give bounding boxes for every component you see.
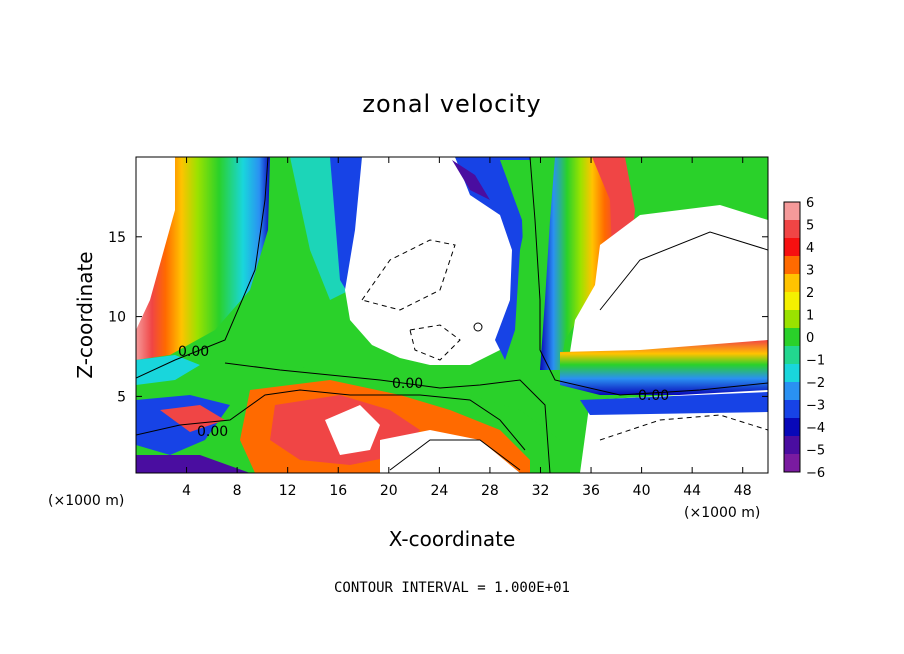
x-tick-label: 12	[279, 483, 297, 499]
contour-label: 0.00	[197, 424, 228, 440]
colorbar-tick-label: 1	[806, 309, 814, 324]
x-tick-label: 16	[329, 483, 347, 499]
colorbar-frame	[783, 201, 801, 473]
contour-label: 0.00	[392, 376, 423, 392]
colorbar-swatch	[784, 220, 800, 239]
colorbar-swatch	[784, 436, 800, 455]
colorbar-tick-label: −2	[806, 376, 825, 391]
y-tick-label: 5	[117, 389, 126, 405]
x-tick-label: 40	[633, 483, 651, 499]
x-tick-label: 36	[582, 483, 600, 499]
x-axis-label: X-coordinate	[389, 527, 516, 551]
colorbar-swatch	[784, 346, 800, 365]
colorbar-tick-label: −3	[806, 399, 825, 414]
x-tick-label: 8	[233, 483, 242, 499]
colorbar-swatch	[784, 454, 800, 473]
velocity-field	[136, 157, 768, 473]
contour-label: 0.00	[178, 344, 209, 360]
x-axis-ticks: 4 8 12 16 20 24 28 32 36 40 44 48	[182, 157, 752, 499]
colorbar-swatch	[784, 292, 800, 311]
colorbar-tick-label: 5	[806, 219, 814, 234]
colorbar-tick-label: −1	[806, 354, 825, 369]
x-tick-label: 24	[430, 483, 448, 499]
y-tick-label: 15	[108, 230, 126, 246]
colorbar-swatch	[784, 400, 800, 419]
x-scale-note-left: (×1000 m)	[48, 493, 124, 509]
colorbar-tick-label: 4	[806, 241, 814, 256]
chart-title: zonal velocity	[362, 90, 541, 118]
x-tick-label: 44	[683, 483, 701, 499]
colorbar-tick-label: 6	[806, 196, 814, 211]
colorbar-swatch	[784, 328, 800, 347]
y-tick-label: 10	[108, 310, 126, 326]
colorbar-swatch	[784, 382, 800, 401]
x-tick-label: 48	[734, 483, 752, 499]
colorbar-tick-label: 0	[806, 331, 814, 346]
y-axis-label: Z-coordinate	[73, 251, 97, 378]
colorbar-tick-label: 3	[806, 264, 814, 279]
contour-lines	[136, 157, 768, 473]
x-tick-label: 20	[380, 483, 398, 499]
x-scale-note-right: (×1000 m)	[684, 505, 760, 521]
y-axis-ticks: 5 10 15	[108, 230, 768, 405]
colorbar-tick-label: 2	[806, 286, 814, 301]
contour-label: 0.00	[638, 388, 669, 404]
colorbar-tick-label: −6	[806, 466, 825, 481]
colorbar-swatch	[784, 364, 800, 383]
plot-frame	[135, 156, 769, 474]
x-tick-label: 32	[532, 483, 550, 499]
colorbar-swatch	[784, 274, 800, 293]
colorbar-swatch	[784, 256, 800, 275]
colorbar-swatch	[784, 202, 800, 221]
colorbar-tick-label: −5	[806, 444, 825, 459]
colorbar-swatch	[784, 310, 800, 329]
colorbar: 6 5 4 3 2 1 0 −1 −2 −3 −4 −5 −6	[783, 196, 825, 481]
colorbar-tick-label: −4	[806, 421, 825, 436]
colorbar-swatch	[784, 238, 800, 257]
colorbar-swatch	[784, 418, 800, 437]
x-tick-label: 4	[182, 483, 191, 499]
x-tick-label: 28	[481, 483, 499, 499]
contour-interval-note: CONTOUR INTERVAL = 1.000E+01	[334, 580, 570, 596]
